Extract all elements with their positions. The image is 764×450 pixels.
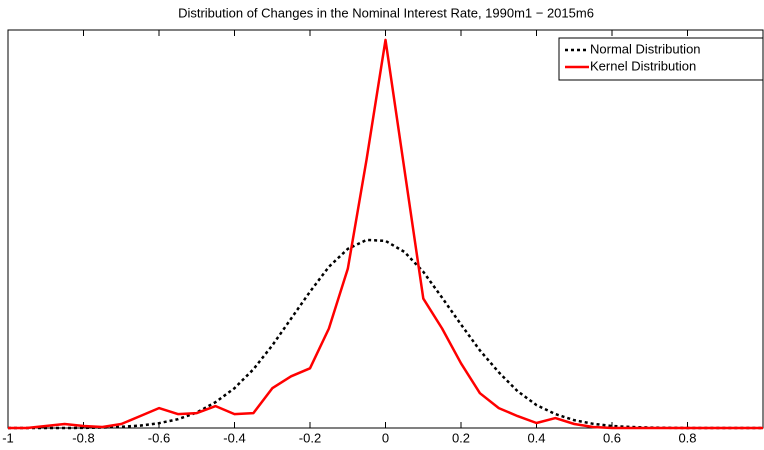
legend-label: Kernel Distribution bbox=[590, 58, 696, 73]
legend-label: Normal Distribution bbox=[590, 41, 701, 56]
x-tick-label: 0 bbox=[382, 430, 389, 445]
chart-title: Distribution of Changes in the Nominal I… bbox=[178, 5, 594, 20]
x-tick-label: 0.4 bbox=[527, 430, 545, 445]
x-tick-label: 0.8 bbox=[678, 430, 696, 445]
x-tick-label: -0.6 bbox=[148, 430, 170, 445]
x-tick-label: -1 bbox=[2, 430, 14, 445]
series-line bbox=[8, 38, 763, 430]
x-tick-label: -0.2 bbox=[299, 430, 321, 445]
legend-box bbox=[558, 37, 764, 81]
x-tick-label: -0.8 bbox=[72, 430, 94, 445]
x-tick-label: 0.6 bbox=[603, 430, 621, 445]
x-tick-label: -0.4 bbox=[223, 430, 245, 445]
plot-frame bbox=[7, 29, 764, 429]
x-tick-label: 0.2 bbox=[452, 430, 470, 445]
